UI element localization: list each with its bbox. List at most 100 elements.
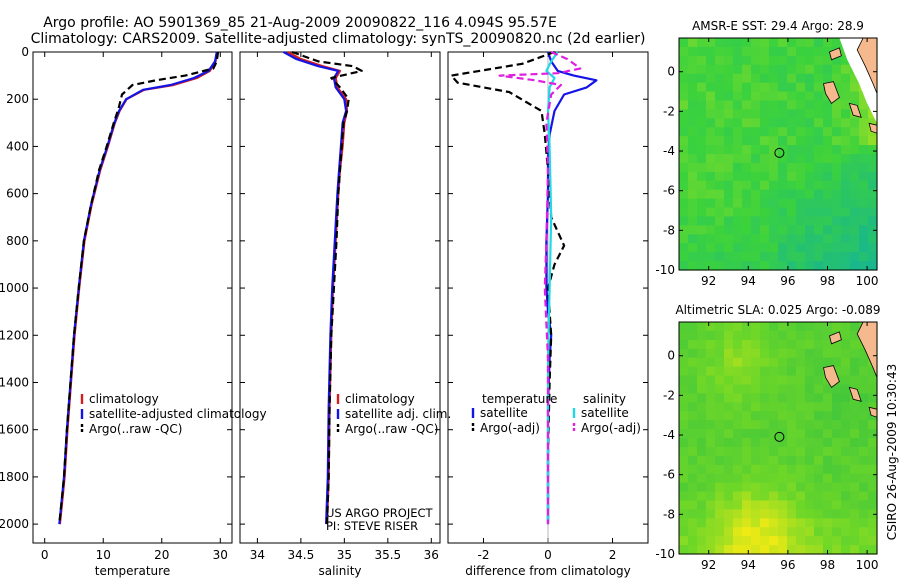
map-cell (805, 411, 815, 421)
map-cell (760, 55, 770, 66)
map-cell (787, 189, 797, 200)
map-cell (805, 127, 815, 137)
map-cell (697, 118, 707, 128)
map-cell (715, 509, 725, 519)
map-cell (814, 154, 824, 164)
map-cell (706, 518, 716, 528)
map-cell (841, 243, 851, 253)
map-cell (769, 473, 779, 484)
map-cell (751, 234, 761, 244)
map-cell (706, 109, 716, 119)
map-cell (823, 100, 833, 110)
map-cell (805, 154, 815, 164)
map-cell (715, 330, 725, 341)
map-cell (742, 491, 752, 502)
map-cell (679, 384, 689, 394)
map-cell (859, 518, 869, 528)
map-cell (769, 136, 779, 146)
map-cell (868, 536, 878, 546)
map-cell (805, 473, 815, 484)
map-cell (823, 127, 833, 137)
map-cell (850, 73, 860, 84)
map-cell (688, 518, 698, 528)
map-cell (832, 180, 842, 191)
map-cell (805, 171, 815, 182)
map-cell (742, 446, 752, 457)
map-cell (706, 509, 716, 519)
map-cell (823, 252, 833, 262)
map-cell (742, 91, 752, 102)
map-cell (751, 38, 761, 48)
map-cell (823, 464, 833, 475)
map-cell (859, 500, 869, 510)
map-cell (832, 464, 842, 475)
map-cell (733, 402, 743, 412)
map-cell (706, 357, 716, 368)
map-cell (814, 402, 824, 412)
map-cell (850, 545, 860, 555)
map-cell (787, 82, 797, 93)
map-cell (760, 322, 770, 332)
map-cell (751, 402, 761, 412)
map-cell (814, 180, 824, 191)
map-cell (805, 455, 815, 466)
map-cell (688, 55, 698, 66)
map-cell (697, 473, 707, 484)
map-cell (760, 366, 770, 377)
map-cell (742, 536, 752, 546)
map-cell (787, 73, 797, 84)
map-cell (787, 136, 797, 146)
map-cell (697, 518, 707, 528)
map-cell (805, 109, 815, 119)
map-cell (706, 366, 716, 377)
map-cell (760, 171, 770, 182)
map-cell (823, 189, 833, 200)
map-cell (742, 393, 752, 403)
map-cell (823, 509, 833, 519)
map-cell (679, 491, 689, 502)
map-cell (814, 189, 824, 200)
map-cell (850, 411, 860, 421)
x-tick-label: 92 (701, 558, 716, 572)
map-cell (823, 64, 833, 75)
map-cell (706, 384, 716, 394)
y-tick-label: 200 (6, 92, 29, 106)
map-cell (679, 261, 689, 271)
map-cell (706, 545, 716, 555)
map-cell (832, 446, 842, 457)
map-cell (805, 500, 815, 510)
map-cell (787, 322, 797, 332)
map-cell (688, 500, 698, 510)
map-cell (742, 252, 752, 262)
map-cell (742, 100, 752, 110)
map-cell (805, 38, 815, 48)
map-cell (760, 162, 770, 173)
map-cell (778, 252, 788, 262)
map-cell (778, 491, 788, 502)
map-cell (823, 261, 833, 271)
map-cell (733, 100, 743, 110)
map-cell (814, 82, 824, 93)
x-tick-label: 34.5 (288, 548, 315, 562)
project-annotation: PI: STEVE RISER (326, 519, 418, 533)
map-cell (769, 393, 779, 403)
map-cell (850, 180, 860, 191)
map-cell (841, 473, 851, 484)
map-cell (706, 527, 716, 537)
map-cell (778, 261, 788, 271)
map-cell (769, 127, 779, 137)
map-cell (787, 225, 797, 235)
map-cell (688, 91, 698, 102)
map-cell (679, 438, 689, 448)
map-cell (760, 402, 770, 412)
x-axis-label: temperature (95, 564, 170, 578)
map-cell (688, 402, 698, 412)
map-cell (814, 357, 824, 368)
map-cell (841, 100, 851, 110)
map-cell (796, 171, 806, 182)
map-cell (760, 375, 770, 386)
x-tick-label: 92 (701, 274, 716, 288)
map-cell (688, 339, 698, 350)
map-cell (814, 73, 824, 84)
map-cell (679, 375, 689, 386)
